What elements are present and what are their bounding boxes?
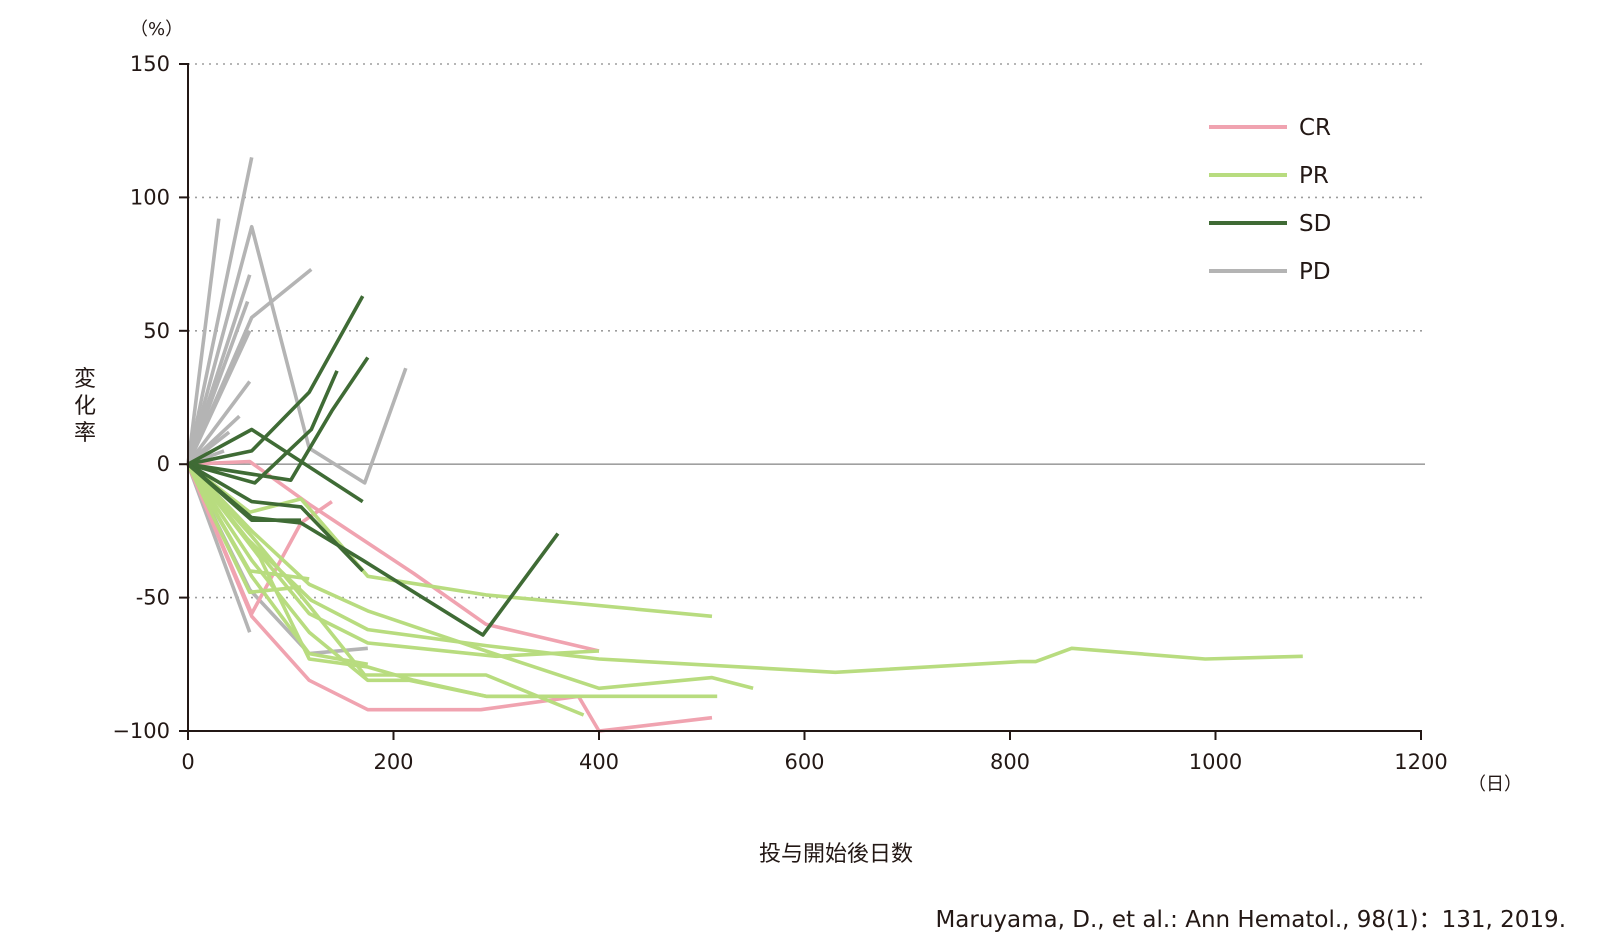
series-line-sd	[187, 356, 370, 483]
series-line-pr	[186, 462, 713, 619]
series-line-pr	[186, 463, 369, 667]
series-line-sd	[187, 295, 365, 466]
x-axis-title: 投与開始後日数	[759, 842, 913, 867]
legend: CR PR SD PD	[1209, 115, 1331, 285]
x-unit-label: （日）	[1468, 774, 1522, 795]
y-tick-label: -50	[136, 586, 170, 610]
series-line-sd	[186, 462, 301, 523]
series-line-pr	[186, 463, 538, 699]
series-line-pd	[186, 330, 252, 465]
legend-label-cr: CR	[1299, 115, 1331, 141]
series-line-cr	[186, 463, 713, 733]
grid-lines	[188, 63, 1425, 599]
series-line-pd	[186, 157, 254, 465]
x-tick-label: 200	[373, 750, 413, 774]
x-tick-label: 800	[990, 750, 1030, 774]
legend-label-pr: PR	[1299, 163, 1329, 189]
series-line-pr	[186, 463, 585, 717]
citation: Maruyama, D., et al.: Ann Hematol., 98(1…	[935, 907, 1566, 933]
tick-labels: 150 100 50 0 -50 −100 0 200 400 600 800 1000 1200	[112, 52, 1447, 774]
series-line-sd	[187, 462, 364, 573]
series-line-pr	[186, 462, 754, 691]
series-line-pr	[186, 463, 1303, 675]
y-tick-label: −100	[112, 719, 170, 743]
series-line-cr	[187, 459, 600, 653]
series-line-pd	[186, 218, 221, 465]
x-tick-label: 1200	[1394, 750, 1447, 774]
x-tick-label: 400	[579, 750, 619, 774]
series-line-sd	[187, 370, 339, 485]
series-line-pd	[186, 380, 252, 466]
y-tick-label: 0	[157, 452, 170, 476]
legend-label-pd: PD	[1299, 259, 1331, 285]
x-tick-label: 600	[784, 750, 824, 774]
y-tick-label: 100	[130, 185, 170, 209]
x-tick-label: 1000	[1189, 750, 1242, 774]
legend-label-sd: SD	[1299, 211, 1331, 237]
y-tick-label: 50	[143, 319, 170, 343]
series-line-pr	[186, 463, 302, 595]
x-tick-label: 0	[181, 750, 194, 774]
y-axis-title: 変化率	[74, 367, 96, 446]
y-tick-label: 150	[130, 52, 170, 76]
y-unit-label: （%）	[130, 19, 183, 40]
series-lines	[186, 157, 1303, 733]
series-line-sd	[187, 427, 364, 504]
